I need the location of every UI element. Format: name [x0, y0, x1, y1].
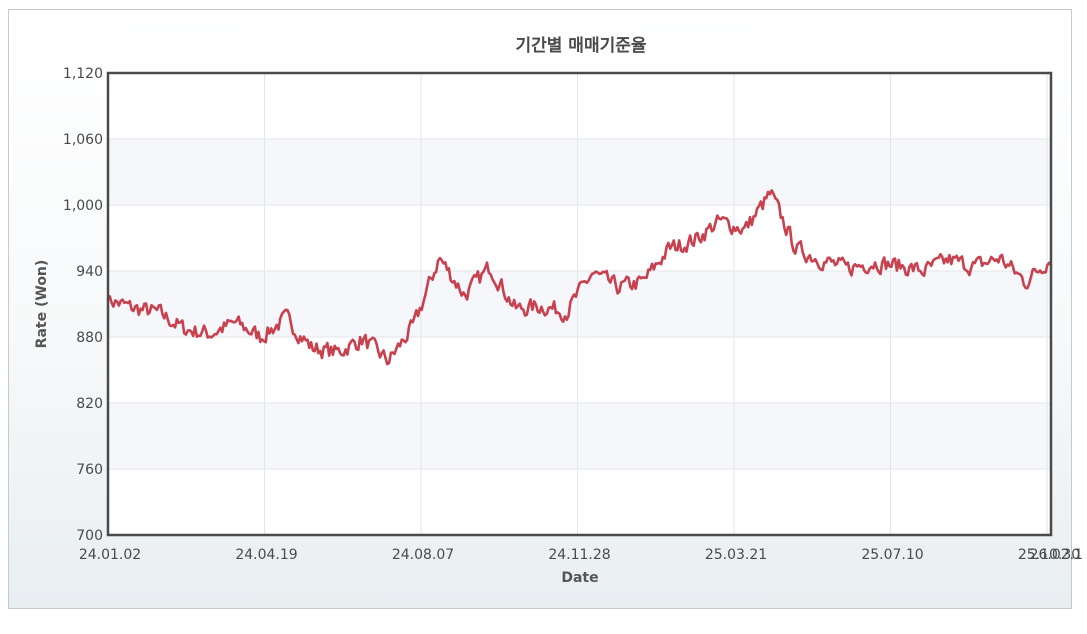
y-tick-label: 820 — [76, 396, 103, 412]
plot-band — [108, 139, 1051, 205]
chart-title: 기간별 매매기준율 — [515, 36, 646, 56]
plot-bands — [108, 139, 1051, 469]
x-tick-label: 25.07.10 — [861, 547, 923, 563]
y-axis-ticks: 700 760 820 880 940 1,000 1,060 1,120 — [63, 66, 103, 544]
x-tick-label: 24.01.02 — [79, 547, 141, 563]
x-tick-label: 24.11.28 — [548, 547, 610, 563]
plot-band — [108, 271, 1051, 337]
x-tick-label: 25.03.21 — [705, 547, 767, 563]
grid-lines — [108, 72, 1051, 536]
y-tick-label: 760 — [76, 462, 103, 478]
x-tick-label: 24.08.07 — [392, 547, 454, 563]
y-tick-label: 880 — [76, 330, 103, 346]
y-tick-label: 1,120 — [63, 66, 103, 82]
x-axis-ticks: 24.01.02 24.04.19 24.08.07 24.11.28 25.03.21… — [79, 547, 1083, 563]
y-tick-label: 940 — [76, 264, 103, 280]
x-axis-title: Date — [561, 570, 598, 586]
series-line-rate — [106, 189, 1053, 366]
y-tick-label: 1,000 — [63, 198, 103, 214]
plot-band — [108, 403, 1051, 469]
y-tick-label: 1,060 — [63, 132, 103, 148]
x-tick-label: 24.04.19 — [235, 547, 297, 563]
y-axis-title: Rate (Won) — [34, 260, 50, 349]
y-tick-label: 700 — [76, 528, 103, 544]
x-tick-label: 26.02.1 — [1030, 547, 1083, 563]
x-tick-label: 25.10.30 — [1018, 547, 1080, 563]
plot-border — [106, 71, 1053, 537]
